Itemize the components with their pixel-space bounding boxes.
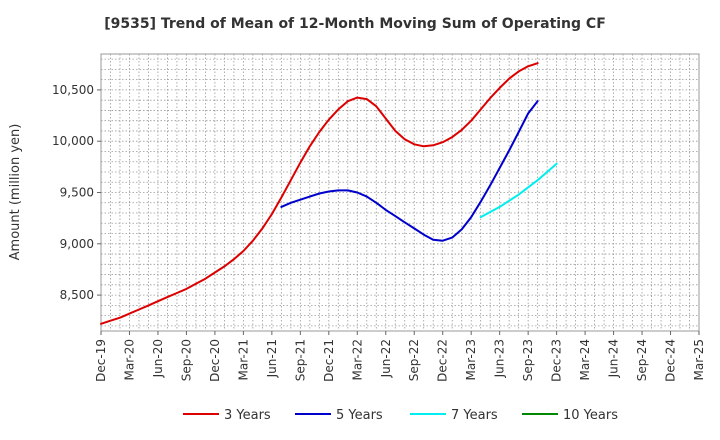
legend-label: 10 Years [563,408,618,423]
y-tick-label: 9,000 [60,237,94,251]
x-tick-label: Jun-22 [379,339,393,378]
legend-label: 7 Years [451,408,498,423]
legend-label: 3 Years [224,408,271,423]
x-tick-label: Sep-20 [179,339,193,381]
y-tick-label: 10,500 [52,83,94,97]
x-tick-label: Dec-22 [436,339,450,382]
x-tick-label: Sep-22 [407,339,421,381]
series-line-3-years [100,62,539,325]
x-tick-label: Dec-24 [664,339,678,382]
grid-layer [101,54,699,331]
x-axis-ticks: Dec-19 Mar-20 Jun-20 Sep-20 Dec-20 Mar-21 Jun-… [94,331,706,382]
x-tick-label: Dec-23 [550,339,564,382]
x-tick-label: Sep-24 [635,339,649,381]
x-tick-label: Dec-20 [208,339,222,382]
x-tick-label: Mar-20 [122,339,136,380]
x-tick-label: Mar-24 [578,339,592,380]
legend-item: 3 Years [183,408,271,423]
y-tick-label: 10,000 [52,134,94,148]
x-tick-label: Jun-24 [607,339,621,378]
legend-item: 5 Years [295,408,383,423]
legend-item: 10 Years [522,408,618,423]
x-tick-label: Jun-23 [493,339,507,378]
series-line-7-years [479,162,558,219]
x-tick-label: Dec-21 [322,339,336,382]
x-tick-label: Mar-22 [350,339,364,380]
legend-item: 7 Years [410,408,498,423]
x-tick-label: Mar-25 [692,339,706,380]
x-tick-label: Jun-20 [151,339,165,378]
x-tick-label: Sep-21 [293,339,307,381]
legend-label: 5 Years [336,408,383,423]
chart-title: [9535] Trend of Mean of 12-Month Moving … [104,16,606,32]
x-tick-label: Jun-21 [265,339,279,378]
y-axis-label: Amount (million yen) [8,124,23,261]
series-layer [100,62,558,325]
y-axis-ticks: 8,500 9,000 9,500 10,000 10,500 [52,83,101,302]
x-tick-label: Mar-23 [464,339,478,380]
legend: 3 Years 5 Years 7 Years 10 Years [183,408,618,423]
x-tick-label: Mar-21 [236,339,250,380]
series-line-5-years [280,100,539,242]
y-tick-label: 9,500 [60,186,94,200]
y-tick-label: 8,500 [60,288,94,302]
x-tick-label: Dec-19 [94,339,108,382]
x-tick-label: Sep-23 [521,339,535,381]
